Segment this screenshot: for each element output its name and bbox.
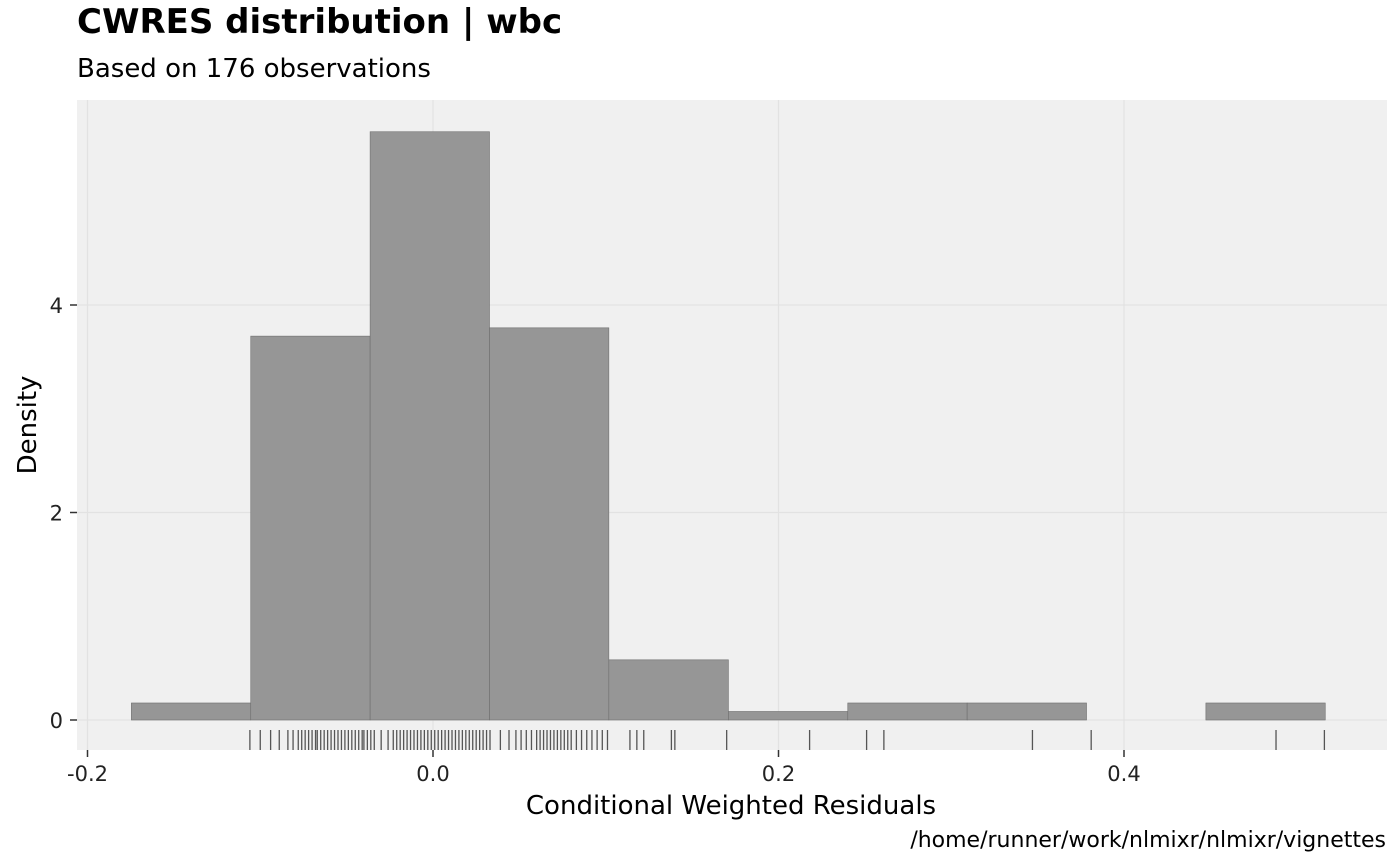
rug-layer [249,730,1326,750]
histogram-bar [250,335,371,721]
chart-caption: /home/runner/work/nlmixr/nlmixr/vignette… [910,828,1386,853]
histogram-bar [1205,702,1326,721]
histogram-bar [608,659,729,721]
y-tick-label: 0 [50,709,63,733]
x-axis-label: Conditional Weighted Residuals [526,791,936,821]
y-tick-label: 4 [50,294,63,318]
histogram-bar [847,702,968,721]
histogram-bar [728,711,849,721]
y-tick-label: 2 [50,502,63,526]
histogram-bar [131,702,252,721]
y-axis-label: Density [13,376,43,475]
x-tick-label: 0.2 [762,762,795,786]
chart-subtitle: Based on 176 observations [77,54,431,84]
axis-layer: -0.2 0.0 0.2 0.4 0 2 4 [50,294,1141,786]
histogram-bar [966,702,1087,721]
x-tick-label: 0.0 [416,762,449,786]
x-tick-label: -0.2 [67,762,108,786]
x-tick-label: 0.4 [1107,762,1140,786]
bar-layer [131,131,1326,721]
histogram-bar [369,131,490,721]
histogram-bar [489,327,610,721]
chart-title: CWRES distribution | wbc [77,2,563,42]
